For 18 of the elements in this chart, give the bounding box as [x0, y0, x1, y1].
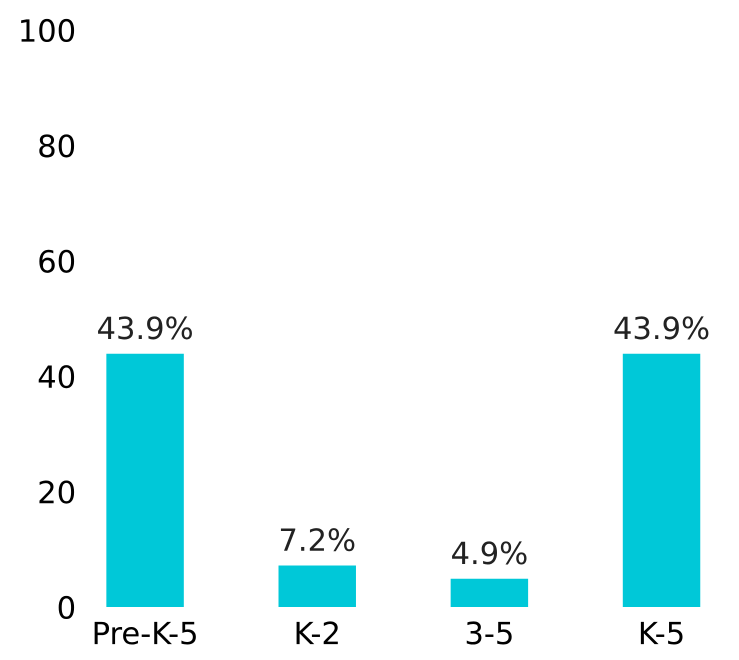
x-tick-label: K-5: [640, 622, 683, 645]
bar: [106, 354, 184, 607]
x-tick-label: 3-5: [466, 621, 512, 645]
bar: [622, 354, 700, 607]
y-tick-label: 80: [39, 134, 74, 158]
data-label: 43.9%: [614, 316, 708, 340]
x-tick-label: K-2: [296, 621, 338, 644]
y-tick-label: 100: [21, 18, 74, 42]
data-label: 43.9%: [98, 316, 192, 340]
y-tick-label: 40: [38, 365, 74, 388]
x-tick-label: Pre-K-5: [94, 622, 196, 645]
bar: [450, 578, 528, 607]
y-tick-label: 60: [39, 250, 74, 273]
data-label: 4.9%: [452, 541, 527, 564]
data-label: 7.2%: [280, 528, 354, 552]
bar: [278, 565, 356, 607]
y-tick-label: 0: [58, 596, 74, 620]
y-tick-label: 20: [39, 480, 74, 504]
